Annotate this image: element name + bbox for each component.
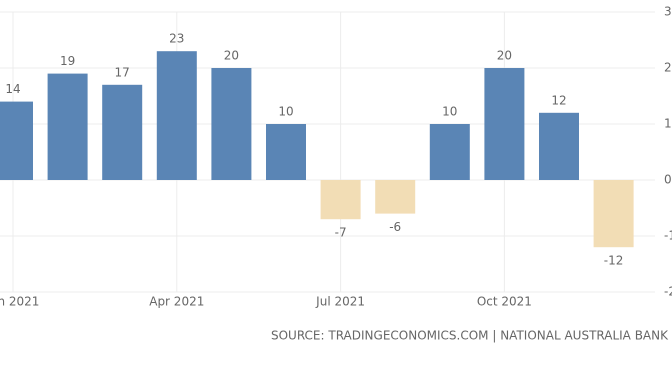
bar [47, 73, 88, 180]
bar [320, 180, 361, 220]
data-label: 10 [442, 105, 457, 119]
y-tick-label: -20 [664, 285, 672, 299]
data-label: -7 [335, 226, 347, 240]
data-label: 20 [497, 49, 512, 63]
bar [429, 124, 470, 180]
x-tick-label: Apr 2021 [149, 295, 204, 309]
data-label: 14 [5, 82, 20, 96]
bar [102, 84, 143, 180]
data-label: 12 [551, 93, 566, 107]
bar [375, 180, 416, 214]
bar [266, 124, 306, 180]
bar [156, 51, 197, 181]
bar [593, 180, 634, 248]
data-label: 10 [278, 105, 293, 119]
bar [539, 112, 579, 180]
data-label: 20 [224, 49, 239, 63]
x-tick-label: Jan 2021 [0, 295, 39, 309]
data-label: 17 [115, 65, 130, 79]
data-label: 19 [60, 54, 75, 68]
y-tick-label: 10 [664, 117, 672, 131]
x-tick-label: Oct 2021 [477, 295, 532, 309]
y-tick-label: 20 [664, 61, 672, 75]
bar [0, 101, 33, 180]
data-label: -6 [389, 220, 401, 234]
bar [211, 68, 252, 180]
bar [484, 68, 525, 180]
y-tick-label: -10 [664, 229, 672, 243]
x-tick-label: Jul 2021 [315, 295, 365, 309]
y-tick-label: 0 [664, 173, 672, 187]
data-label: 23 [169, 32, 184, 46]
y-tick-label: 30 [664, 5, 672, 19]
data-label: -12 [604, 254, 624, 268]
source-note: SOURCE: TRADINGECONOMICS.COM | NATIONAL … [271, 329, 669, 343]
